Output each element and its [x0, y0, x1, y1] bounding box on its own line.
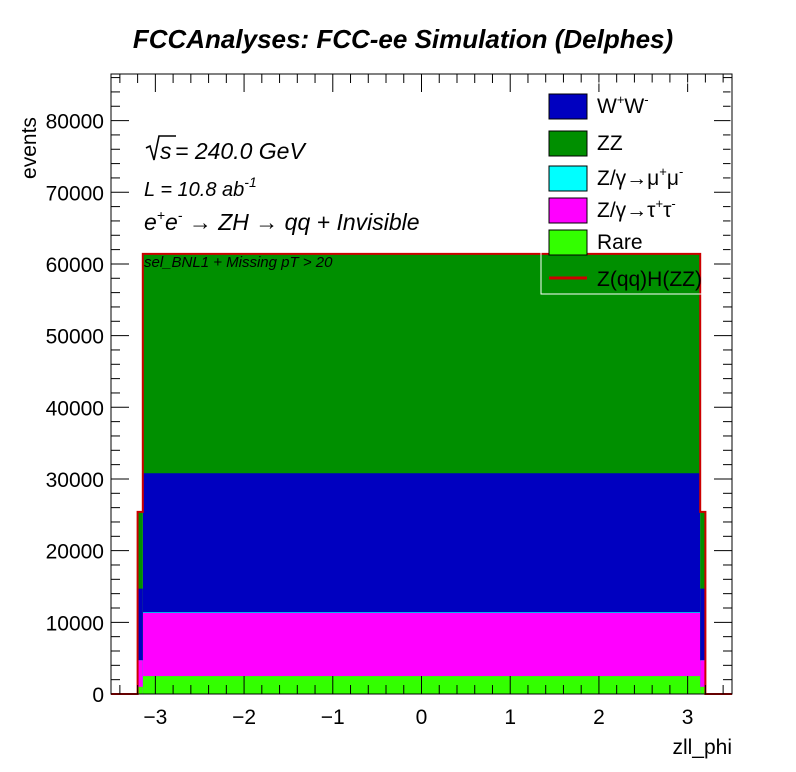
legend-entry-zmumu: Z/γ→μ+μ- — [548, 164, 683, 192]
sqrt-icon — [145, 135, 176, 161]
y-tick-label: 30000 — [46, 469, 104, 492]
signal-line — [111, 252, 732, 695]
svg-text:Z/γ→μ+μ-: Z/γ→μ+μ- — [597, 164, 683, 190]
x-tick-label: −3 — [143, 706, 167, 729]
x-tick-label: 0 — [416, 706, 428, 729]
svg-text:Z(qq)H(ZZ): Z(qq)H(ZZ) — [597, 268, 702, 291]
svg-text:Rare: Rare — [597, 231, 643, 254]
y-tick-label: 60000 — [46, 254, 104, 277]
y-tick-label: 40000 — [46, 397, 104, 420]
x-tick-label: 3 — [682, 706, 694, 729]
chart-title: FCCAnalyses: FCC-ee Simulation (Delphes) — [133, 24, 673, 54]
svg-text:ZZ: ZZ — [597, 132, 623, 155]
y-tick-label: 10000 — [46, 612, 104, 635]
x-tick-label: −1 — [321, 706, 345, 729]
svg-text:W+W-: W+W- — [597, 92, 649, 118]
edge-bar-ztautau-right — [700, 660, 706, 694]
lumi-annotation: L = 10.8 ab-1 — [144, 174, 257, 201]
y-tick-label: 50000 — [46, 326, 104, 349]
edge-bar-rare-right — [700, 686, 706, 694]
legend-entry-ztautau: Z/γ→τ+τ- — [548, 196, 676, 224]
x-tick-label: −2 — [232, 706, 256, 729]
selection-annotation: sel_BNL1 + Missing pT > 20 — [144, 254, 333, 271]
svg-text:Z/γ→τ+τ-: Z/γ→τ+τ- — [597, 196, 676, 222]
y-tick-label: 20000 — [46, 541, 104, 564]
y-tick-label: 80000 — [46, 111, 104, 134]
legend-swatch-ztautau — [548, 197, 588, 224]
legend-swatch-ww — [548, 93, 588, 120]
svg-text:= 240.0 GeV: = 240.0 GeV — [175, 138, 307, 164]
y-tick-label: 70000 — [46, 182, 104, 205]
y-tick-label: 0 — [92, 684, 104, 707]
edge-bar-ww-right — [700, 588, 706, 694]
legend-entry-ww: W+W- — [548, 92, 649, 120]
y-axis-label: events — [18, 117, 41, 179]
process-annotation: e+e- → ZH → qq + Invisible — [144, 207, 420, 235]
edge-bar-ww-left — [137, 588, 143, 694]
legend-entry-zz: ZZ — [548, 130, 623, 157]
x-tick-label: 2 — [593, 706, 605, 729]
edge-bar-ztautau-left — [137, 660, 143, 694]
legend-box — [540, 82, 732, 295]
legend-swatch-rare — [548, 229, 588, 256]
legend-swatch-zmumu — [548, 165, 588, 192]
legend: W+W- ZZ Z/γ→μ+μ- Z/γ→τ+τ- Rare Z(qq)H(ZZ… — [540, 82, 732, 295]
x-axis-label: zll_phi — [672, 736, 732, 759]
x-tick-label: 1 — [504, 706, 516, 729]
legend-entry-signal: Z(qq)H(ZZ) — [549, 268, 702, 291]
legend-swatch-zz — [548, 130, 588, 157]
svg-text:s: s — [160, 138, 172, 164]
energy-annotation: s = 240.0 GeV — [145, 135, 307, 164]
legend-entry-rare: Rare — [548, 229, 643, 256]
edge-bar-rare-left — [137, 686, 143, 694]
